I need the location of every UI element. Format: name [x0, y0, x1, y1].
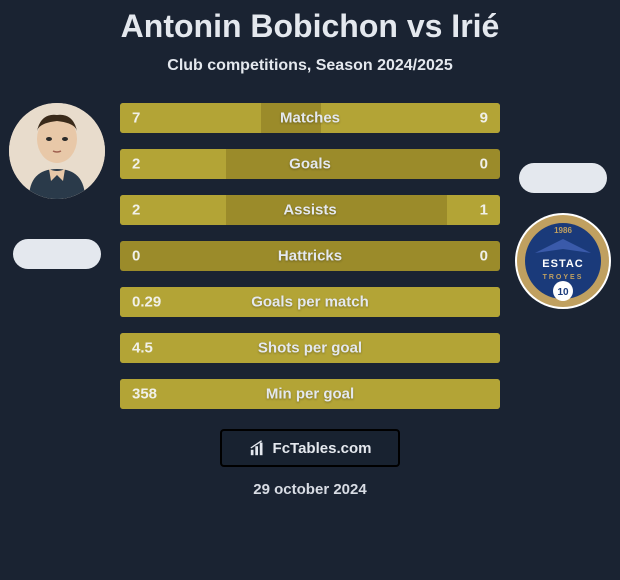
stat-label: Goals per match [251, 294, 369, 311]
player-right-column: 1986 ESTAC TROYES 10 [508, 103, 618, 309]
person-photo-icon [9, 103, 105, 199]
badge-city: TROYES [543, 274, 584, 281]
badge-number: 10 [557, 287, 569, 298]
stat-right-fill [321, 103, 500, 133]
player-left-club-pill [13, 239, 101, 269]
stats-bars: 7 9 Matches 2 0 Goals 2 1 Assists 0 0 Hattricks 0.29… [120, 103, 500, 409]
page-subtitle: Club competitions, Season 2024/2025 [167, 57, 452, 75]
stat-row: 2 0 Goals [120, 149, 500, 179]
stat-label: Hattricks [278, 248, 342, 265]
stat-right-value: 0 [480, 248, 488, 265]
badge-year: 1986 [554, 226, 572, 235]
stat-row: 2 1 Assists [120, 195, 500, 225]
player-left-avatar [9, 103, 105, 199]
stat-left-value: 358 [132, 386, 157, 403]
stat-label: Shots per goal [258, 340, 362, 357]
footer-badge: FcTables.com [220, 429, 400, 467]
stat-right-value: 1 [480, 202, 488, 219]
stat-right-value: 0 [480, 156, 488, 173]
player-right-club-badge: 1986 ESTAC TROYES 10 [515, 213, 611, 309]
stat-row: 0.29 Goals per match [120, 287, 500, 317]
stat-left-value: 2 [132, 156, 140, 173]
player-left-column [2, 103, 112, 269]
stat-left-value: 4.5 [132, 340, 153, 357]
stat-row: 7 9 Matches [120, 103, 500, 133]
stat-left-value: 0.29 [132, 294, 161, 311]
stat-label: Goals [289, 156, 331, 173]
player-right-club-pill [519, 163, 607, 193]
comparison-area: 7 9 Matches 2 0 Goals 2 1 Assists 0 0 Hattricks 0.29… [0, 103, 620, 409]
stat-left-fill [120, 103, 261, 133]
stat-label: Matches [280, 110, 340, 127]
badge-name: ESTAC [542, 258, 583, 270]
stat-left-value: 0 [132, 248, 140, 265]
stat-label: Min per goal [266, 386, 354, 403]
page-title: Antonin Bobichon vs Irié [121, 8, 500, 45]
stat-row: 358 Min per goal [120, 379, 500, 409]
stat-left-value: 2 [132, 202, 140, 219]
club-badge-icon: 1986 ESTAC TROYES 10 [515, 213, 611, 309]
stat-right-value: 9 [480, 110, 488, 127]
chart-icon [249, 439, 267, 457]
date-label: 29 october 2024 [253, 481, 366, 498]
stat-row: 0 0 Hattricks [120, 241, 500, 271]
footer-text: FcTables.com [273, 440, 372, 457]
stat-row: 4.5 Shots per goal [120, 333, 500, 363]
stat-left-value: 7 [132, 110, 140, 127]
stat-label: Assists [283, 202, 336, 219]
stat-right-fill [447, 195, 500, 225]
